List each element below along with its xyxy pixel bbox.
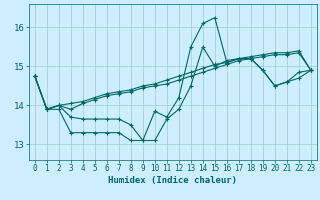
X-axis label: Humidex (Indice chaleur): Humidex (Indice chaleur)	[108, 176, 237, 185]
